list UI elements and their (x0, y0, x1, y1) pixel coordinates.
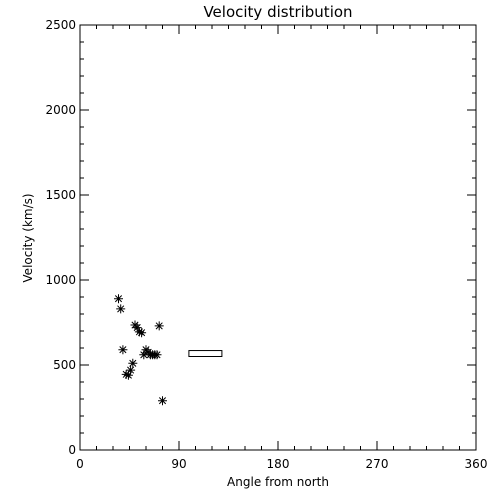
data-point (126, 365, 136, 375)
data-point (134, 327, 144, 337)
plot-area: 0 90 180 270 360 0 500 1000 1500 2000 2500 (45, 18, 487, 471)
data-point (152, 350, 162, 360)
chart-title: Velocity distribution (203, 3, 352, 21)
x-tick-label: 90 (171, 457, 186, 471)
range-box (188, 350, 223, 357)
x-axis-label: Angle from north (227, 475, 329, 489)
data-point (123, 370, 133, 380)
data-point (158, 396, 167, 406)
y-tick-label: 0 (68, 443, 76, 457)
data-point (121, 369, 131, 379)
y-tick-label: 500 (53, 358, 76, 372)
y-axis-label: Velocity (km/s) (21, 193, 35, 282)
data-point (139, 350, 149, 360)
x-tick-label: 0 (76, 457, 84, 471)
data-point (118, 345, 128, 355)
data-point (154, 321, 164, 331)
data-point (132, 323, 142, 333)
data-point (116, 304, 126, 314)
y-tick-label: 1000 (45, 273, 76, 287)
y-tick-label: 2500 (45, 18, 76, 32)
data-point (137, 328, 147, 338)
x-tick-label: 270 (366, 457, 389, 471)
data-point (114, 294, 123, 304)
x-tick-label: 180 (267, 457, 290, 471)
y-tick-label: 2000 (45, 103, 76, 117)
x-tick-label: 360 (465, 457, 488, 471)
y-tick-label: 1500 (45, 188, 76, 202)
data-point (128, 358, 138, 368)
